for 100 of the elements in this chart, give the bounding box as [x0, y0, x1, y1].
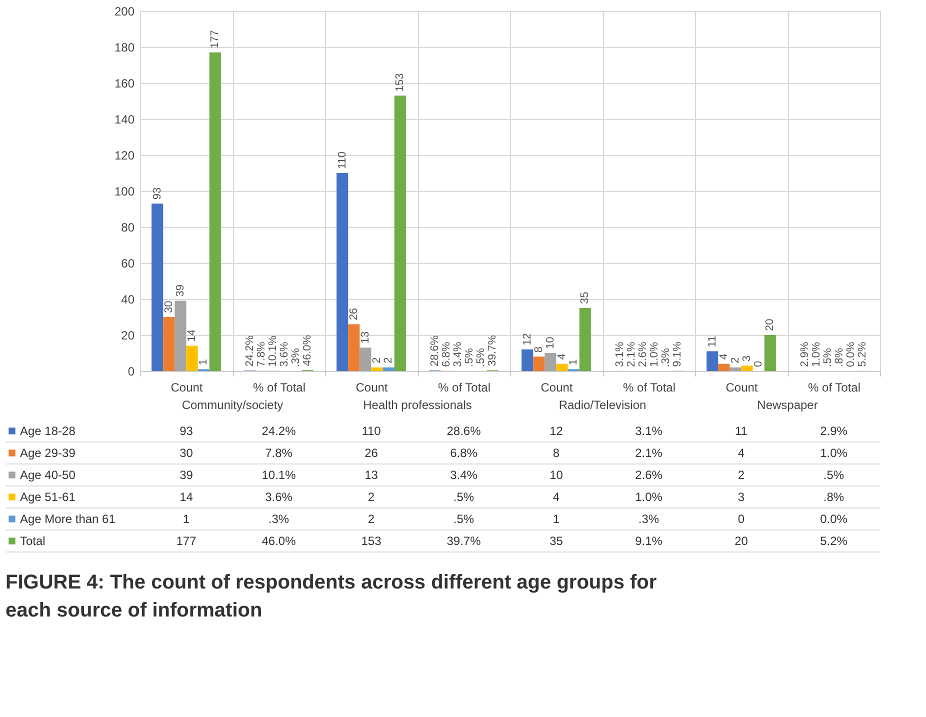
- text: 30: [162, 300, 175, 313]
- bar: [163, 317, 175, 371]
- text: 4: [718, 354, 730, 360]
- text: 5.2%: [856, 342, 869, 367]
- bar: [556, 364, 568, 371]
- data-label: 35: [550, 534, 564, 548]
- text: 39.7%: [486, 335, 499, 366]
- y-tick-label: 160: [114, 76, 135, 90]
- legend-label: Age 40-50: [20, 468, 76, 482]
- data-label: .5%: [453, 490, 474, 504]
- bar: [152, 204, 164, 371]
- text: .5%: [464, 348, 476, 367]
- text: .3%: [290, 348, 302, 367]
- text: 46.0%: [302, 334, 314, 366]
- bar: [579, 308, 591, 371]
- data-label: .8%: [823, 490, 844, 504]
- bar: [741, 366, 753, 371]
- data-label: 93: [180, 424, 194, 438]
- data-label: 39: [180, 468, 194, 482]
- text: 35: [579, 292, 592, 304]
- bar: [348, 324, 360, 371]
- y-tick-label: 60: [121, 256, 135, 270]
- bar: [209, 52, 221, 371]
- data-label: 39.7%: [446, 534, 482, 548]
- data-label: 10.1%: [262, 468, 296, 482]
- text: 7.8%: [255, 342, 268, 367]
- text: 13: [359, 331, 372, 344]
- data-label: 5.2%: [820, 534, 848, 548]
- data-label: 20: [734, 534, 748, 548]
- legend-label: Age 29-39: [20, 446, 76, 460]
- data-label: 1.0%: [820, 446, 848, 460]
- data-label: 153: [361, 534, 382, 548]
- text: 10: [544, 336, 556, 349]
- y-tick-label: 0: [128, 364, 135, 378]
- x-tick-label: % of Total: [808, 380, 860, 394]
- bar: [764, 335, 776, 371]
- text: .8%: [834, 348, 846, 367]
- data-label: 3.4%: [450, 468, 478, 482]
- bar: [730, 367, 742, 371]
- text: 3.4%: [452, 342, 464, 367]
- text: 110: [336, 151, 348, 169]
- data-label: 1: [552, 512, 560, 526]
- text: 0.0%: [845, 342, 858, 367]
- text: 1: [568, 359, 580, 366]
- text: Newspaper: [757, 398, 818, 412]
- bar: [174, 300, 186, 371]
- data-label: 2: [368, 512, 375, 526]
- data-label: 46.0%: [262, 534, 296, 548]
- text: 6.8%: [440, 342, 452, 367]
- bar: [336, 173, 348, 371]
- bar: [533, 356, 545, 371]
- text: 20: [764, 318, 776, 331]
- data-label: 14: [180, 490, 194, 504]
- text: 1.0%: [810, 342, 822, 367]
- text: 10.1%: [266, 336, 279, 367]
- text: 26: [348, 308, 360, 320]
- text: 177: [209, 30, 222, 48]
- text: 8: [532, 346, 545, 353]
- text: 24.2%: [244, 335, 256, 367]
- text: .3%: [660, 348, 672, 367]
- text: 11: [706, 336, 718, 348]
- data-label: 24.2%: [262, 424, 296, 438]
- text: .5%: [822, 348, 834, 367]
- text: 14: [186, 330, 198, 342]
- data-label: 26: [364, 446, 378, 460]
- text: Health professionals: [363, 398, 472, 412]
- text: 0: [752, 360, 765, 367]
- data-label: 1: [182, 512, 190, 526]
- x-tick-label: % of Total: [253, 380, 306, 394]
- data-label: 2: [368, 490, 375, 504]
- data-label: 9.1%: [635, 534, 663, 548]
- text: 2.1%: [625, 342, 638, 367]
- data-label: 6.8%: [450, 446, 478, 460]
- x-tick-label: Count: [540, 380, 574, 394]
- data-label: 8: [552, 446, 560, 460]
- y-tick-label: 200: [114, 4, 135, 18]
- data-label: 1.0%: [635, 490, 663, 504]
- data-label: 13: [364, 468, 378, 482]
- y-tick-label: 40: [121, 292, 135, 306]
- text: 153: [394, 73, 406, 92]
- text: 2: [382, 357, 395, 364]
- x-tick-label: Count: [170, 380, 204, 394]
- text: 12: [521, 333, 534, 346]
- data-label: 4: [552, 490, 560, 504]
- data-label: 4: [738, 446, 745, 460]
- text: FIGURE 4: The count of respondents across different age groups for each source of information: [6, 572, 657, 622]
- y-tick-label: 100: [114, 184, 135, 198]
- bar: [394, 96, 406, 371]
- bar: [718, 364, 730, 371]
- data-label: 28.6%: [446, 424, 482, 438]
- y-tick-label: 20: [121, 328, 135, 342]
- bar: [186, 346, 198, 371]
- y-tick-label: 140: [114, 112, 135, 126]
- data-label: 110: [362, 424, 382, 438]
- data-label: 2.6%: [635, 468, 663, 482]
- bar: [371, 367, 383, 371]
- x-tick-label: Count: [356, 380, 388, 394]
- legend-label: Age 18-28: [20, 424, 76, 438]
- data-label: 12: [550, 424, 564, 438]
- text: 3.6%: [278, 342, 291, 367]
